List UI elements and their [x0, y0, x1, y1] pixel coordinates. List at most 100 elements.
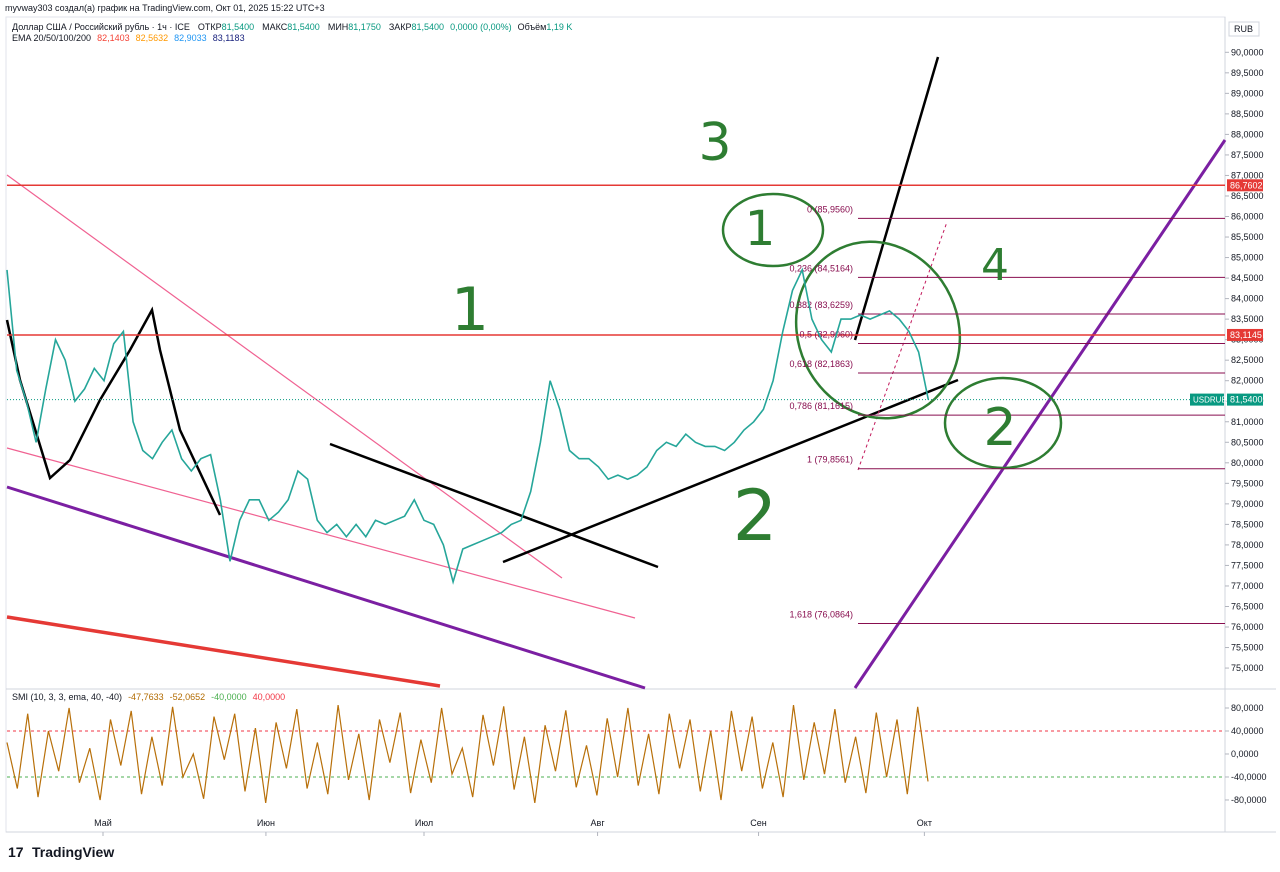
- trend-line: [6, 615, 441, 688]
- y-tick-label: 75,0000: [1231, 663, 1264, 673]
- x-tick-label: Сен: [750, 818, 767, 828]
- header-value: 82,1403: [97, 33, 130, 43]
- y-tick-label: 88,5000: [1231, 109, 1264, 119]
- y-tick-label: 80,0000: [1231, 458, 1264, 468]
- header-value: 82,5632: [136, 33, 169, 43]
- fib-label: 1 (79,8561): [807, 455, 853, 465]
- y-tick-label: 85,0000: [1231, 253, 1264, 263]
- currency[interactable]: RUB: [1234, 24, 1253, 34]
- brand: TradingView: [32, 844, 114, 860]
- y-tick-label: 79,5000: [1231, 478, 1264, 488]
- header-value: EMA 20/50/100/200: [12, 33, 91, 43]
- price-tag-bg: [1227, 393, 1263, 406]
- y-tick-label: 78,0000: [1231, 540, 1264, 550]
- header-value: 81,5400: [412, 22, 445, 32]
- trend-line: [502, 378, 959, 564]
- header-value: Объём: [518, 22, 547, 32]
- hand-annotation: 4: [981, 240, 1009, 291]
- trend-line: [329, 442, 659, 569]
- hand-circle: [794, 240, 962, 420]
- header-value: 83,1183: [213, 33, 245, 43]
- hand-circle: [943, 376, 1063, 470]
- header-value: -40,0000: [211, 692, 247, 702]
- header-value: 81,5400: [222, 22, 255, 32]
- y-tick-label: 79,0000: [1231, 499, 1264, 509]
- y-tick-label: 90,0000: [1231, 47, 1264, 57]
- header-value: МАКС: [262, 22, 288, 32]
- y-tick-label: 80,5000: [1231, 437, 1264, 447]
- y-tick-label: 82,5000: [1231, 355, 1264, 365]
- indicator-y-tick-label: 0,0000: [1231, 749, 1259, 759]
- level-label: 86,7602: [1230, 180, 1263, 190]
- y-tick-label: 75,5000: [1231, 643, 1264, 653]
- y-tick-label: 81,0000: [1231, 417, 1264, 427]
- fib-label: 0,618 (82,1863): [789, 359, 853, 369]
- hand-curve: [5, 306, 222, 516]
- indicator-line: SMI (10, 3, 3, ema, 40, -40) -47,7633 -52,…: [12, 692, 285, 702]
- y-tick-label: 76,0000: [1231, 622, 1264, 632]
- y-tick-label: 88,0000: [1231, 129, 1264, 139]
- x-tick-label: Окт: [917, 818, 932, 828]
- fib-label: 0,382 (83,6259): [789, 300, 853, 310]
- x-tick-label: Июл: [415, 818, 433, 828]
- indicator-y-tick-label: -80,0000: [1231, 795, 1267, 805]
- header-value: -47,7633: [128, 692, 164, 702]
- y-tick-label: 87,0000: [1231, 170, 1264, 180]
- plot-frame: [5, 16, 1226, 833]
- smi-line: [6, 705, 929, 803]
- header-value: ЗАКР: [389, 22, 412, 32]
- y-tick-label: 77,5000: [1231, 560, 1264, 570]
- header-value: 81,1750: [348, 22, 381, 32]
- price-line: [6, 267, 930, 585]
- header-value: 82,9033: [174, 33, 207, 43]
- trend-line: [853, 56, 940, 341]
- header-value: МИН: [328, 22, 348, 32]
- header-value: -52,0652: [170, 692, 206, 702]
- drawings: [5, 56, 1227, 690]
- y-tick-label: 89,0000: [1231, 88, 1264, 98]
- y-tick-label: 86,5000: [1231, 191, 1264, 201]
- y-tick-label: 84,5000: [1231, 273, 1264, 283]
- fib-trend: [857, 221, 948, 471]
- fib-label: 0 (85,9560): [807, 204, 853, 214]
- fib-label: 0,786 (81,1615): [789, 401, 853, 411]
- currency-box[interactable]: [1228, 21, 1260, 37]
- symbol-line: Доллар США / Российский рубль · 1ч · ICE…: [12, 22, 572, 32]
- y-tick-label: 87,5000: [1231, 150, 1264, 160]
- x-tick-label: Авг: [591, 818, 606, 828]
- author-line: myvway303 создал(а) график на TradingVie…: [5, 3, 325, 13]
- trend-line: [6, 174, 563, 579]
- price-tag-value: 81,5400: [1230, 395, 1263, 405]
- indicator-y-tick-label: 80,0000: [1231, 703, 1264, 713]
- fib-label: 0,236 (84,5164): [789, 263, 853, 273]
- level-tag: [1227, 179, 1263, 192]
- price-tag-name: USDRUB: [1193, 396, 1227, 405]
- trend-line: [6, 447, 636, 619]
- x-tick-label: Июн: [257, 818, 275, 828]
- fib-label: 0,5 (82,9060): [799, 330, 853, 340]
- y-tick-label: 89,5000: [1231, 68, 1264, 78]
- fib-label: 1,618 (76,0864): [789, 609, 853, 619]
- header-value: 40,0000: [253, 692, 286, 702]
- header-value: 81,5400: [287, 22, 320, 32]
- header-value: Доллар США / Российский рубль · 1ч · ICE: [12, 22, 190, 32]
- y-tick-label: 84,0000: [1231, 294, 1264, 304]
- hand-annotation: 2: [983, 398, 1016, 458]
- y-tick-label: 86,0000: [1231, 212, 1264, 222]
- y-tick-label: 82,0000: [1231, 376, 1264, 386]
- header-value: ОТКР: [198, 22, 222, 32]
- hand-circle: [721, 192, 825, 268]
- ema-line: EMA 20/50/100/200 82,1403 82,5632 82,9033 83…: [12, 33, 245, 43]
- channel-line: [853, 139, 1227, 689]
- price-tag-name-bg: [1190, 393, 1224, 406]
- y-tick-label: 76,5000: [1231, 601, 1264, 611]
- hand-annotation: 3: [698, 113, 731, 173]
- header-value: 0,0000 (0,00%): [450, 22, 512, 32]
- y-tick-label: 77,0000: [1231, 581, 1264, 591]
- brand-logo: 17: [8, 844, 24, 860]
- y-tick-label: 78,5000: [1231, 519, 1264, 529]
- header-value: 1,19 K: [546, 22, 572, 32]
- y-tick-label: 85,5000: [1231, 232, 1264, 242]
